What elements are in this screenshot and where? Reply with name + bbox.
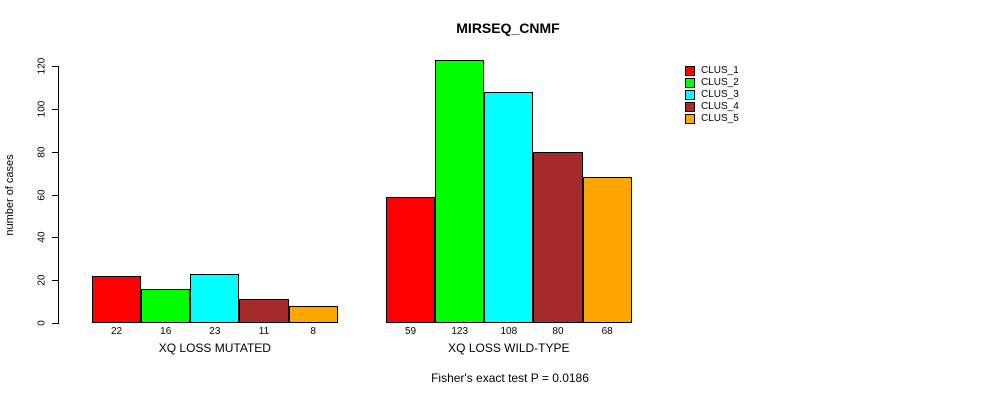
- bar-value-label: 80: [552, 326, 564, 337]
- legend-color-swatch: [685, 114, 695, 124]
- bar-value-label: 22: [111, 326, 123, 337]
- y-tick-label: 80: [36, 146, 48, 158]
- legend-item-label: CLUS_3: [701, 89, 739, 100]
- bar-clus-5-group-1: [288, 305, 338, 323]
- y-tick-label: 20: [36, 274, 48, 286]
- y-axis-label: number of cases: [4, 154, 16, 236]
- y-axis-tick: [52, 237, 58, 239]
- y-axis-tick: [52, 280, 58, 282]
- y-tick-label: 60: [36, 188, 48, 201]
- legend-item-label: CLUS_5: [701, 113, 739, 124]
- bar-clus-3-group-1: [190, 273, 240, 323]
- group-label-xq-loss-wild-type: XQ LOSS WILD-TYPE: [448, 341, 570, 355]
- annotation-text: Fisher's exact test P = 0.0186: [431, 371, 589, 385]
- group-label-xq-loss-mutated: XQ LOSS MUTATED: [158, 341, 271, 355]
- bar-value-label: 68: [601, 326, 613, 337]
- bar-clus-2-group-2: [435, 59, 485, 323]
- bar-value-label: 8: [310, 326, 316, 337]
- y-tick-label: 120: [36, 57, 48, 75]
- legend-item-clus-3: CLUS_3: [685, 89, 805, 102]
- bar-clus-4-group-1: [239, 299, 289, 323]
- legend-item-label: CLUS_1: [701, 65, 739, 76]
- bar-value-label: 16: [160, 326, 172, 337]
- bar-value-label: 23: [209, 326, 221, 337]
- bar-clus-2-group-1: [141, 288, 191, 323]
- y-axis-line: [58, 66, 59, 324]
- legend-color-swatch: [685, 90, 695, 100]
- y-axis-tick: [52, 323, 58, 324]
- bar-value-label: 108: [500, 326, 518, 337]
- legend-item-label: CLUS_4: [701, 101, 739, 112]
- bar-value-label: 11: [258, 326, 270, 337]
- legend-item-clus-5: CLUS_5: [685, 113, 805, 126]
- legend-item-clus-4: CLUS_4: [685, 101, 805, 114]
- bar-clus-1-group-2: [386, 196, 436, 323]
- bar-clus-1-group-1: [92, 275, 142, 323]
- legend-color-swatch: [685, 102, 695, 112]
- bar-value-label: 123: [451, 326, 469, 337]
- bar-value-label: 59: [405, 326, 417, 337]
- y-axis-tick: [52, 194, 58, 196]
- y-axis-tick: [52, 108, 58, 110]
- bar-clus-4-group-2: [533, 151, 583, 323]
- bar-clus-5-group-2: [582, 177, 632, 323]
- bar-clus-3-group-2: [484, 91, 534, 323]
- legend-item-clus-2: CLUS_2: [685, 77, 805, 90]
- y-tick-label: 40: [36, 231, 48, 243]
- y-tick-label: 100: [36, 100, 48, 118]
- y-axis-tick: [52, 151, 58, 153]
- y-tick-label: 0: [36, 320, 48, 326]
- y-axis-tick: [52, 66, 58, 67]
- legend-color-swatch: [685, 66, 695, 76]
- legend-color-swatch: [685, 78, 695, 88]
- legend-item-clus-1: CLUS_1: [685, 65, 805, 78]
- legend-item-label: CLUS_2: [701, 77, 739, 88]
- chart-title: MIRSEQ_CNMF: [456, 20, 560, 36]
